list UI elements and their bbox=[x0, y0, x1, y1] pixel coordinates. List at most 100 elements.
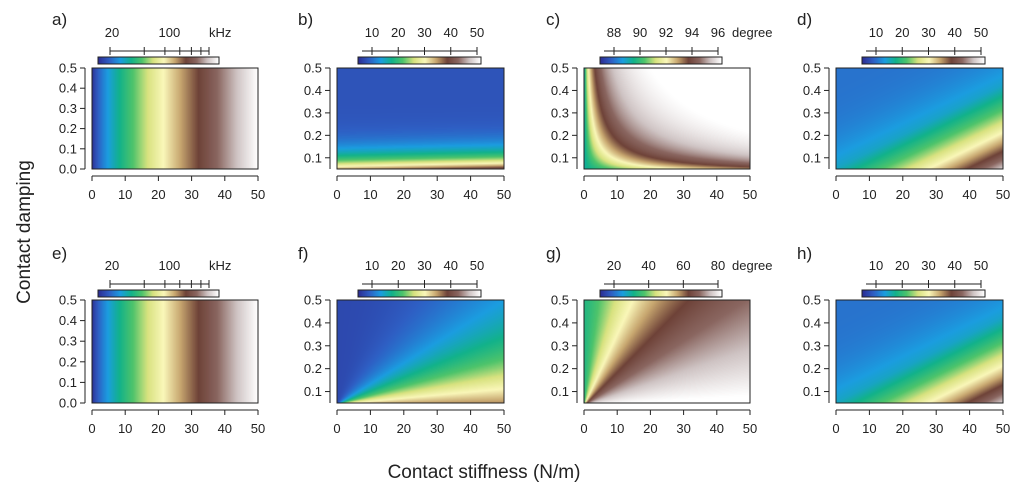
heatmap-c bbox=[584, 68, 750, 169]
colorbar-frame-e bbox=[97, 289, 220, 298]
colorbar-label: 100 bbox=[159, 25, 181, 40]
colorbar-label: 20 bbox=[895, 258, 909, 273]
colorbar-label: 20 bbox=[391, 258, 405, 273]
colorbar-label: 50 bbox=[470, 258, 484, 273]
y-tick-label: 0.3 bbox=[59, 334, 77, 349]
colorbar-unit: kHz bbox=[209, 25, 231, 40]
x-tick-label: 50 bbox=[497, 421, 511, 436]
x-tick-label: 0 bbox=[333, 421, 340, 436]
y-tick-label: 0.4 bbox=[59, 313, 77, 328]
x-tick-label: 50 bbox=[251, 421, 265, 436]
colorbar-c: 88 90 92 94 96 degree bbox=[599, 25, 772, 65]
panel-label-h: h) bbox=[797, 244, 812, 263]
y-tick-label: 0.3 bbox=[803, 105, 821, 120]
y-tick-label: 0.4 bbox=[304, 83, 322, 98]
colorbar-gradient-a bbox=[98, 57, 219, 64]
panel-f: f) 0 10 20 30 40 50 0.1 0.2 0.3 0.4 0.5 10 20 30 40 50 bbox=[298, 244, 511, 436]
colorbar-label: 50 bbox=[974, 258, 988, 273]
y-tick-label: 0.3 bbox=[803, 338, 821, 353]
plot-frame-c bbox=[583, 67, 751, 170]
x-tick-label: 40 bbox=[710, 187, 724, 202]
x-tick-label: 30 bbox=[430, 421, 444, 436]
heatmap-h bbox=[836, 300, 1003, 403]
colorbar-label: 10 bbox=[365, 25, 379, 40]
colorbar-label: 30 bbox=[417, 258, 431, 273]
plot-frame-f bbox=[336, 299, 505, 404]
colorbar-label: 94 bbox=[685, 25, 699, 40]
x-tick-label: 40 bbox=[463, 187, 477, 202]
colorbar-f: 10 20 30 40 50 bbox=[357, 258, 484, 298]
x-axis-d: 0 10 20 30 40 50 bbox=[832, 175, 1010, 202]
y-tick-label: 0.4 bbox=[59, 81, 77, 96]
colorbar-label: 20 bbox=[105, 258, 119, 273]
y-tick-label: 0.3 bbox=[59, 101, 77, 116]
colorbar-gradient-d bbox=[862, 57, 985, 64]
y-tick-label: 0.1 bbox=[803, 150, 821, 165]
colorbar-label: 90 bbox=[633, 25, 647, 40]
x-tick-label: 10 bbox=[118, 187, 132, 202]
colorbar-label: 88 bbox=[607, 25, 621, 40]
y-tick-label: 0.1 bbox=[59, 141, 77, 156]
x-tick-label: 30 bbox=[184, 421, 198, 436]
x-tick-label: 40 bbox=[463, 421, 477, 436]
panel-a: a) 0 10 20 30 40 50 0.0 0.1 0.2 0.3 0.4 0.5 20 100 kHz bbox=[52, 10, 265, 202]
panel-label-c: c) bbox=[546, 10, 560, 29]
panel-b: b) 0 10 20 30 40 50 0.1 0.2 0.3 0.4 0.5 10 20 30 40 50 bbox=[298, 10, 511, 202]
x-tick-label: 0 bbox=[333, 187, 340, 202]
colorbar-h: 10 20 30 40 50 bbox=[861, 258, 988, 298]
colorbar-frame-h bbox=[861, 289, 986, 298]
x-tick-label: 0 bbox=[88, 187, 95, 202]
x-tick-label: 20 bbox=[643, 187, 657, 202]
y-axis-a: 0.0 0.1 0.2 0.3 0.4 0.5 bbox=[59, 61, 86, 177]
y-tick-label: 0.2 bbox=[803, 128, 821, 143]
panel-label-f: f) bbox=[298, 244, 308, 263]
x-tick-label: 40 bbox=[710, 421, 724, 436]
x-tick-label: 0 bbox=[580, 187, 587, 202]
colorbar-label: 92 bbox=[659, 25, 673, 40]
plot-frame-g bbox=[583, 299, 751, 404]
y-tick-label: 0.5 bbox=[551, 293, 569, 308]
y-tick-label: 0.4 bbox=[551, 315, 569, 330]
panel-label-a: a) bbox=[52, 10, 67, 29]
y-tick-label: 0.2 bbox=[551, 128, 569, 143]
y-tick-label: 0.4 bbox=[551, 83, 569, 98]
heatmap-e bbox=[92, 300, 258, 403]
x-tick-label: 40 bbox=[962, 187, 976, 202]
x-tick-label: 50 bbox=[497, 187, 511, 202]
x-tick-label: 0 bbox=[832, 187, 839, 202]
colorbar-frame-g bbox=[599, 289, 723, 298]
x-tick-label: 40 bbox=[218, 421, 232, 436]
colorbar-label: 30 bbox=[921, 25, 935, 40]
colorbar-frame-f bbox=[357, 289, 482, 298]
colorbar-label: 20 bbox=[607, 258, 621, 273]
panels-group: a)0 10 20 30 40 500.00.10.20.30.40.520 100 kHzb… bbox=[52, 10, 1010, 436]
y-axis-b: 0.1 0.2 0.3 0.4 0.5 bbox=[304, 61, 331, 169]
y-axis-g: 0.1 0.2 0.3 0.4 0.5 bbox=[551, 293, 578, 403]
x-tick-label: 0 bbox=[88, 421, 95, 436]
y-tick-label: 0.0 bbox=[59, 162, 77, 177]
heatmap-f bbox=[337, 300, 504, 403]
colorbar-label: 10 bbox=[365, 258, 379, 273]
x-tick-label: 40 bbox=[218, 187, 232, 202]
colorbar-label: 40 bbox=[444, 25, 458, 40]
colorbar-gradient-f bbox=[358, 290, 481, 297]
colorbar-label: 50 bbox=[974, 25, 988, 40]
colorbar-b: 10 20 30 40 50 bbox=[357, 25, 484, 65]
plot-frame-e bbox=[91, 299, 259, 404]
x-tick-label: 50 bbox=[996, 187, 1010, 202]
x-tick-label: 50 bbox=[996, 421, 1010, 436]
x-axis-f: 0 10 20 30 40 50 bbox=[333, 409, 511, 436]
y-tick-label: 0.2 bbox=[304, 128, 322, 143]
colorbar-frame-d bbox=[861, 56, 986, 65]
x-tick-label: 0 bbox=[832, 421, 839, 436]
plot-frame-d bbox=[835, 67, 1004, 170]
y-axis-h: 0.1 0.2 0.3 0.4 0.5 bbox=[803, 293, 830, 403]
plot-frame-a bbox=[91, 67, 259, 170]
panel-e: e) 0 10 20 30 40 50 0.0 0.1 0.2 0.3 0.4 0.5 20 100 kHz bbox=[52, 244, 265, 436]
y-tick-label: 0.3 bbox=[304, 338, 322, 353]
x-axis-label: Contact stiffness (N/m) bbox=[388, 462, 581, 483]
colorbar-unit: kHz bbox=[209, 258, 231, 273]
x-tick-label: 20 bbox=[397, 187, 411, 202]
x-tick-label: 30 bbox=[676, 421, 690, 436]
x-tick-label: 50 bbox=[743, 187, 757, 202]
